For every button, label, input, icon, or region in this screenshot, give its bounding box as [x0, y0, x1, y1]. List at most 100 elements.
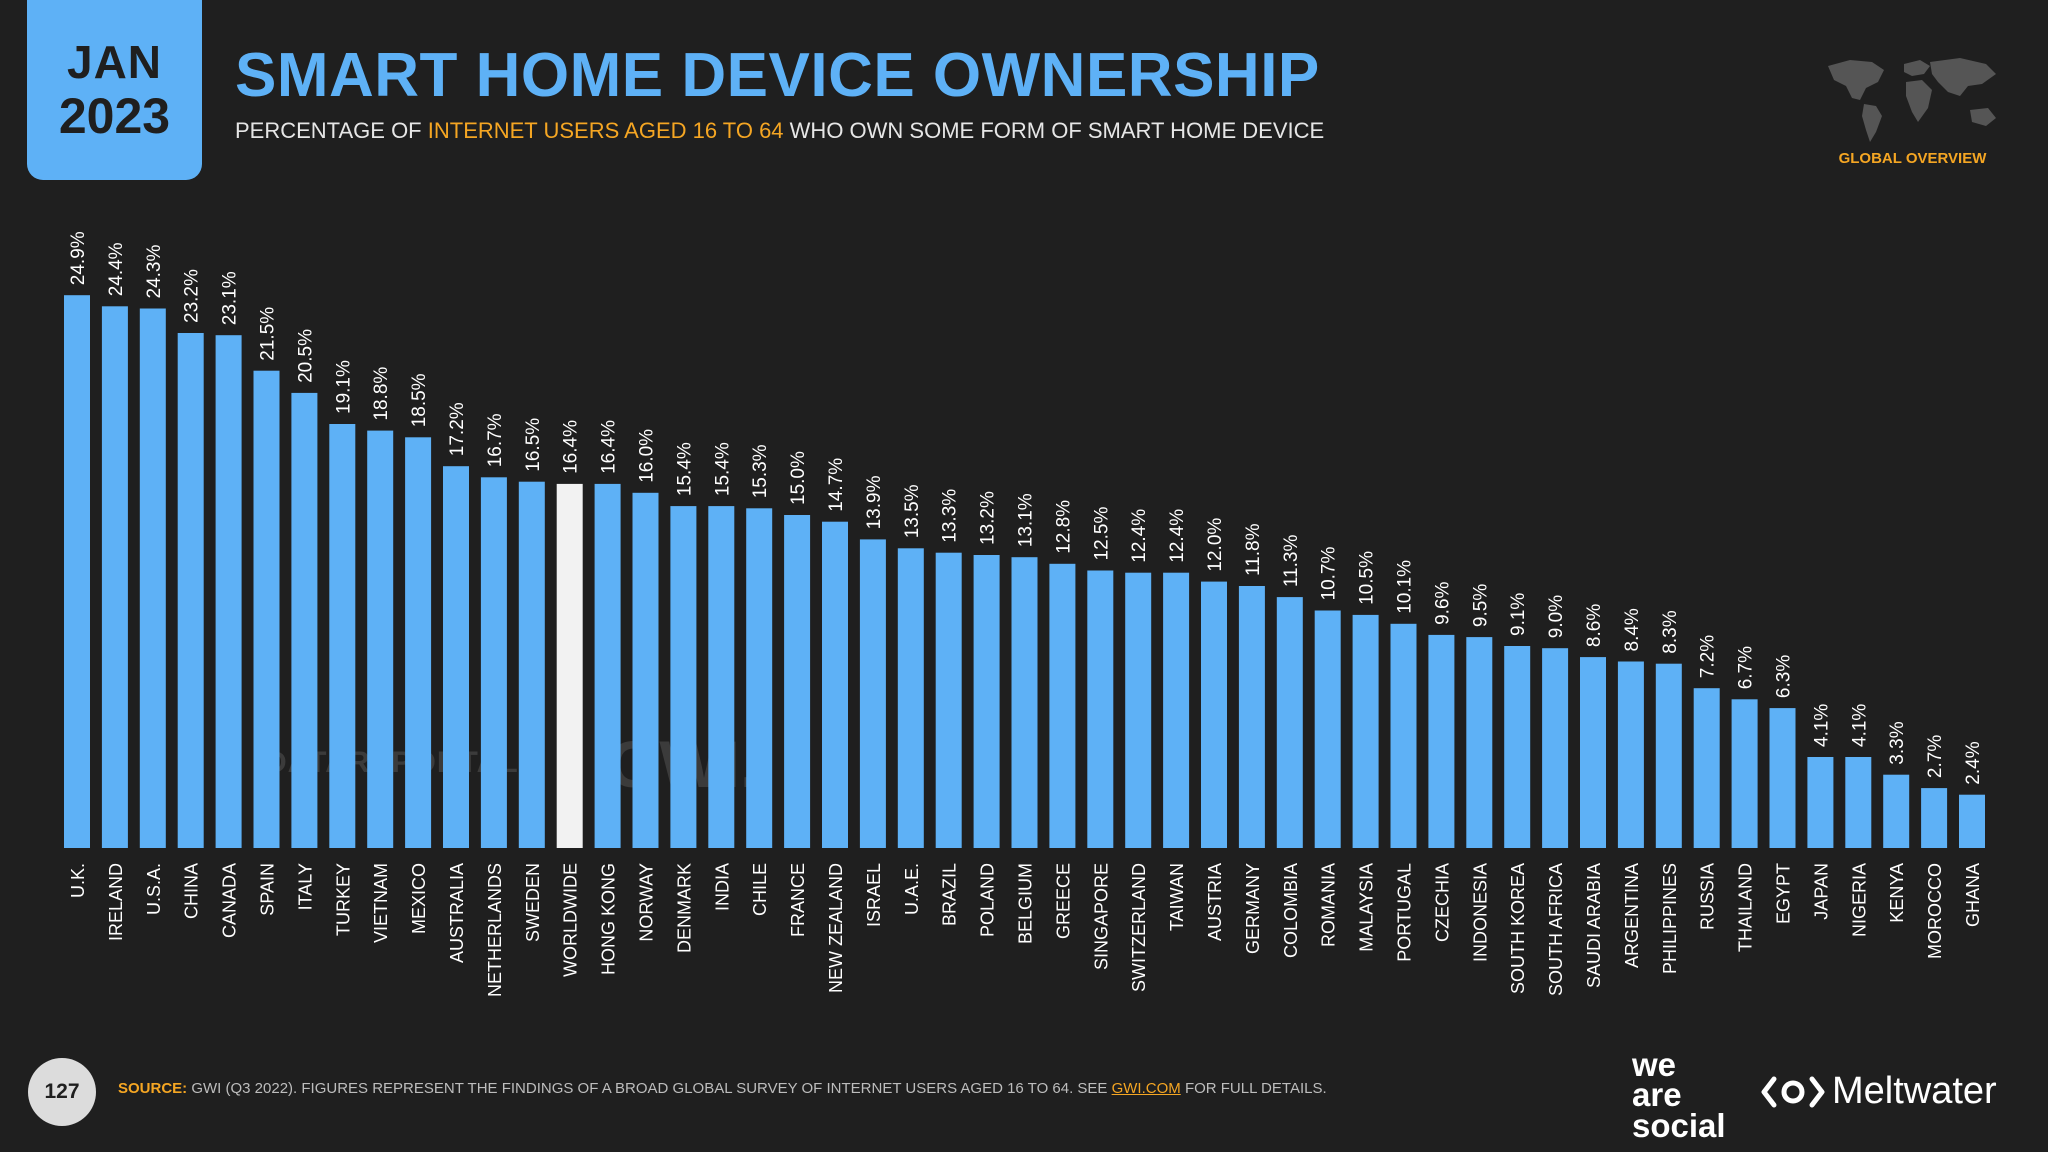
- bar: [253, 370, 280, 848]
- data-label: 9.6%: [1432, 581, 1453, 624]
- brand-line-3: social: [1632, 1106, 1726, 1144]
- subtitle-pre: PERCENTAGE OF: [235, 118, 422, 143]
- category-label: EGYPT: [1774, 863, 1794, 924]
- data-label: 18.8%: [371, 367, 392, 421]
- category-label: INDONESIA: [1470, 863, 1490, 962]
- data-label: 12.4%: [1129, 509, 1150, 563]
- data-label: 18.5%: [409, 373, 430, 427]
- page-subtitle: PERCENTAGE OF INTERNET USERS AGED 16 TO …: [235, 118, 1324, 144]
- bar: [1314, 610, 1341, 848]
- bar: [367, 430, 394, 848]
- data-label: 16.7%: [485, 413, 506, 467]
- bar: [1655, 663, 1682, 848]
- data-label: 15.0%: [788, 451, 809, 505]
- category-label: WORLDWIDE: [561, 863, 581, 977]
- category-label: MEXICO: [409, 863, 429, 934]
- bar: [1011, 557, 1038, 848]
- bar: [1201, 581, 1227, 848]
- bar: [1466, 637, 1493, 848]
- subtitle-post: WHO OWN SOME FORM OF SMART HOME DEVICE: [789, 118, 1325, 143]
- bar: [177, 333, 204, 848]
- data-label: 15.4%: [712, 442, 733, 496]
- data-label: 8.4%: [1622, 608, 1643, 651]
- source-link[interactable]: GWI.COM: [1111, 1080, 1181, 1097]
- data-label: 16.4%: [561, 420, 582, 474]
- category-label: PORTUGAL: [1395, 863, 1415, 962]
- data-label: 13.9%: [864, 475, 885, 529]
- data-label: 13.1%: [1016, 493, 1037, 547]
- bar: [443, 466, 469, 848]
- bar: [1276, 597, 1303, 848]
- category-label: BELGIUM: [1016, 863, 1036, 944]
- bar: [1163, 572, 1190, 848]
- meltwater-mark-icon: [1761, 1076, 1825, 1107]
- bar: [935, 552, 962, 848]
- data-label: 8.6%: [1584, 604, 1605, 647]
- region-label: GLOBAL OVERVIEW: [1838, 150, 1987, 167]
- bar: [329, 424, 356, 848]
- data-label: 13.5%: [902, 484, 923, 538]
- category-label: MOROCCO: [1925, 863, 1945, 959]
- data-label: 24.3%: [144, 245, 165, 299]
- data-label: 3.3%: [1887, 721, 1908, 764]
- data-label: 2.7%: [1925, 735, 1946, 778]
- data-label: 16.4%: [599, 420, 620, 474]
- category-label: SAUDI ARABIA: [1584, 863, 1604, 988]
- bar: [518, 481, 545, 848]
- page-title: SMART HOME DEVICE OWNERSHIP: [235, 41, 1320, 110]
- bar: [1580, 657, 1606, 848]
- data-label: 24.4%: [106, 242, 127, 296]
- bar: [1542, 648, 1569, 848]
- data-label: 9.0%: [1546, 595, 1567, 638]
- category-label: JAPAN: [1811, 863, 1831, 920]
- bar: [1352, 614, 1379, 848]
- category-label: PHILIPPINES: [1660, 863, 1680, 974]
- data-label: 4.1%: [1849, 704, 1870, 747]
- data-label: 12.0%: [1205, 518, 1226, 572]
- data-label: 9.5%: [1470, 584, 1491, 627]
- category-label: U.S.A.: [144, 863, 164, 915]
- bar: [822, 521, 848, 848]
- data-label: 21.5%: [258, 307, 279, 361]
- category-label: KENYA: [1887, 863, 1907, 923]
- category-label: SOUTH KOREA: [1508, 863, 1528, 994]
- bar: [291, 392, 318, 848]
- subtitle-highlight: INTERNET USERS AGED 16 TO 64: [427, 118, 784, 143]
- category-label: HONG KONG: [599, 863, 619, 975]
- category-label: SPAIN: [258, 863, 278, 916]
- category-label: POLAND: [978, 863, 998, 937]
- category-label: CANADA: [220, 863, 240, 938]
- data-label: 2.4%: [1963, 741, 1984, 784]
- data-label: 23.2%: [182, 269, 203, 323]
- we-are-social-logo: we are social: [1632, 1046, 1726, 1144]
- category-label: GREECE: [1053, 863, 1073, 939]
- brand-line-1: we: [1632, 1046, 1677, 1083]
- bar: [1883, 774, 1910, 848]
- bar: [632, 492, 659, 848]
- source-label: SOURCE:: [118, 1080, 188, 1097]
- brand-line-2: are: [1632, 1076, 1682, 1114]
- category-label: GERMANY: [1243, 863, 1263, 954]
- bar: [101, 306, 128, 848]
- bar: [1390, 623, 1417, 848]
- source-text: GWI (Q3 2022). FIGURES REPRESENT THE FIN…: [191, 1080, 1108, 1097]
- data-label: 15.4%: [674, 442, 695, 496]
- category-label: CHILE: [750, 863, 770, 916]
- data-label: 11.8%: [1243, 523, 1264, 576]
- meltwater-logo: Meltwater: [1760, 1070, 1997, 1113]
- data-label: 16.0%: [637, 429, 658, 483]
- bar: [405, 437, 432, 848]
- data-label: 13.2%: [978, 491, 999, 545]
- bar: [64, 295, 90, 848]
- bar: [708, 506, 735, 848]
- bar: [1731, 699, 1758, 848]
- data-label: 4.1%: [1811, 704, 1832, 747]
- data-label: 12.4%: [1167, 509, 1188, 563]
- category-label: SOUTH AFRICA: [1546, 863, 1566, 996]
- date-year: 2023: [58, 88, 171, 144]
- bar: [859, 539, 886, 848]
- bar: [1769, 708, 1796, 848]
- data-label: 17.2%: [447, 402, 468, 456]
- bar: [139, 308, 166, 848]
- category-label: SWITZERLAND: [1129, 863, 1149, 992]
